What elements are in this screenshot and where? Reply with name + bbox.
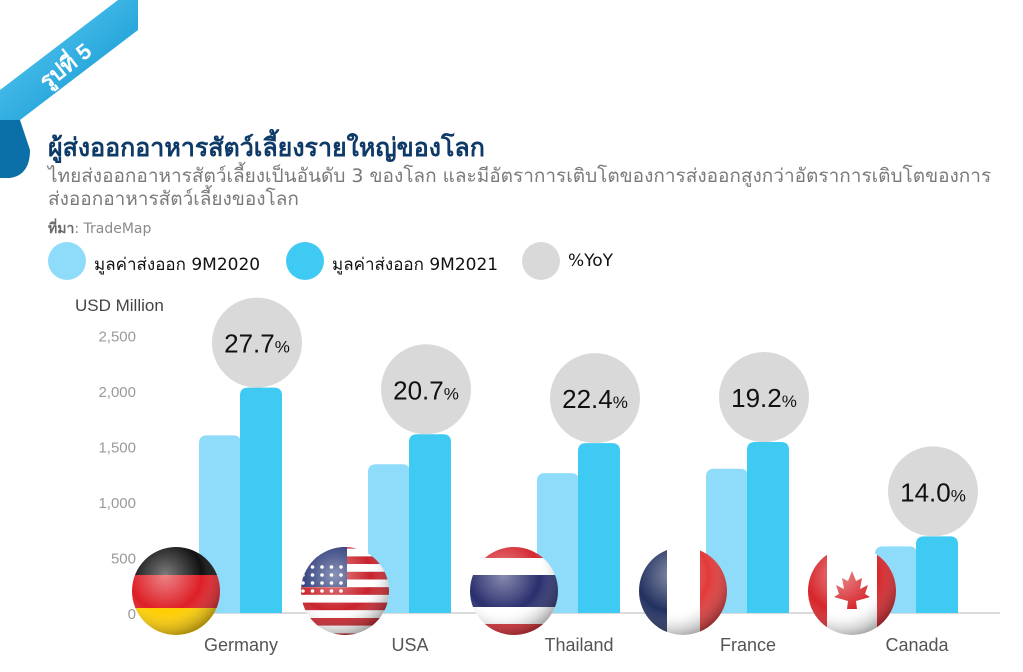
- x-category-label-france: France: [720, 635, 776, 655]
- yoy-bubble-usa: [381, 344, 471, 435]
- y-axis-unit-label: USD Million: [75, 296, 164, 315]
- x-category-label-germany: Germany: [204, 635, 278, 655]
- yoy-label-usa: 20.7%: [393, 375, 459, 405]
- legend-swatch-2020: [48, 242, 86, 280]
- yoy-bubble-thailand: [550, 353, 640, 444]
- source-label: ที่มา: [48, 221, 75, 237]
- y-tick-label: 2,500: [98, 329, 136, 346]
- bar-9m2021-france: [747, 442, 789, 613]
- yoy-bubble-france: [719, 352, 809, 443]
- yoy-label-germany: 27.7%: [224, 329, 290, 359]
- yoy-label-france: 19.2%: [731, 383, 797, 413]
- figure-badge-ribbon: รูปที่ 5: [0, 0, 138, 178]
- bar-9m2021-thailand: [578, 443, 620, 613]
- y-tick-label: 500: [111, 551, 136, 568]
- yoy-bubble-germany: [212, 297, 302, 388]
- x-category-label-thailand: Thailand: [544, 635, 613, 655]
- legend-label-2020: มูลค่าส่งออก 9M2020: [94, 255, 261, 275]
- y-tick-label: 1,000: [98, 495, 136, 512]
- y-tick-label: 1,500: [98, 440, 136, 457]
- legend-swatch-yoy: [522, 242, 560, 280]
- x-category-label-usa: USA: [391, 635, 428, 655]
- yoy-label-thailand: 22.4%: [562, 384, 628, 414]
- usa-flag-icon: [301, 547, 389, 635]
- bar-chart: USD Million 2,500 2,000 1,500 1,000 500 0 27.7%…: [75, 296, 1000, 655]
- legend-label-yoy: %YoY: [568, 251, 614, 271]
- page-subtitle: ไทยส่งออกอาหารสัตว์เลี้ยงเป็นอันดับ 3 ขอ…: [48, 165, 992, 210]
- source-note: ที่มา: TradeMap: [48, 218, 151, 240]
- legend-label-2021: มูลค่าส่งออก 9M2021: [332, 255, 499, 275]
- bar-9m2021-germany: [240, 387, 282, 613]
- bar-9m2021-canada: [916, 536, 958, 613]
- yoy-label-canada: 14.0%: [900, 477, 966, 507]
- x-category-label-canada: Canada: [885, 635, 949, 655]
- y-tick-label: 0: [128, 606, 136, 623]
- legend-swatch-2021: [286, 242, 324, 280]
- yoy-bubble-canada: [888, 446, 978, 537]
- thailand-flag-icon: [470, 547, 558, 635]
- source-value: : TradeMap: [74, 221, 152, 237]
- bar-9m2021-usa: [409, 434, 451, 613]
- y-tick-label: 2,000: [98, 384, 136, 401]
- page-title: ผู้ส่งออกอาหารสัตว์เลี้ยงรายใหญ่ของโลก: [48, 133, 485, 162]
